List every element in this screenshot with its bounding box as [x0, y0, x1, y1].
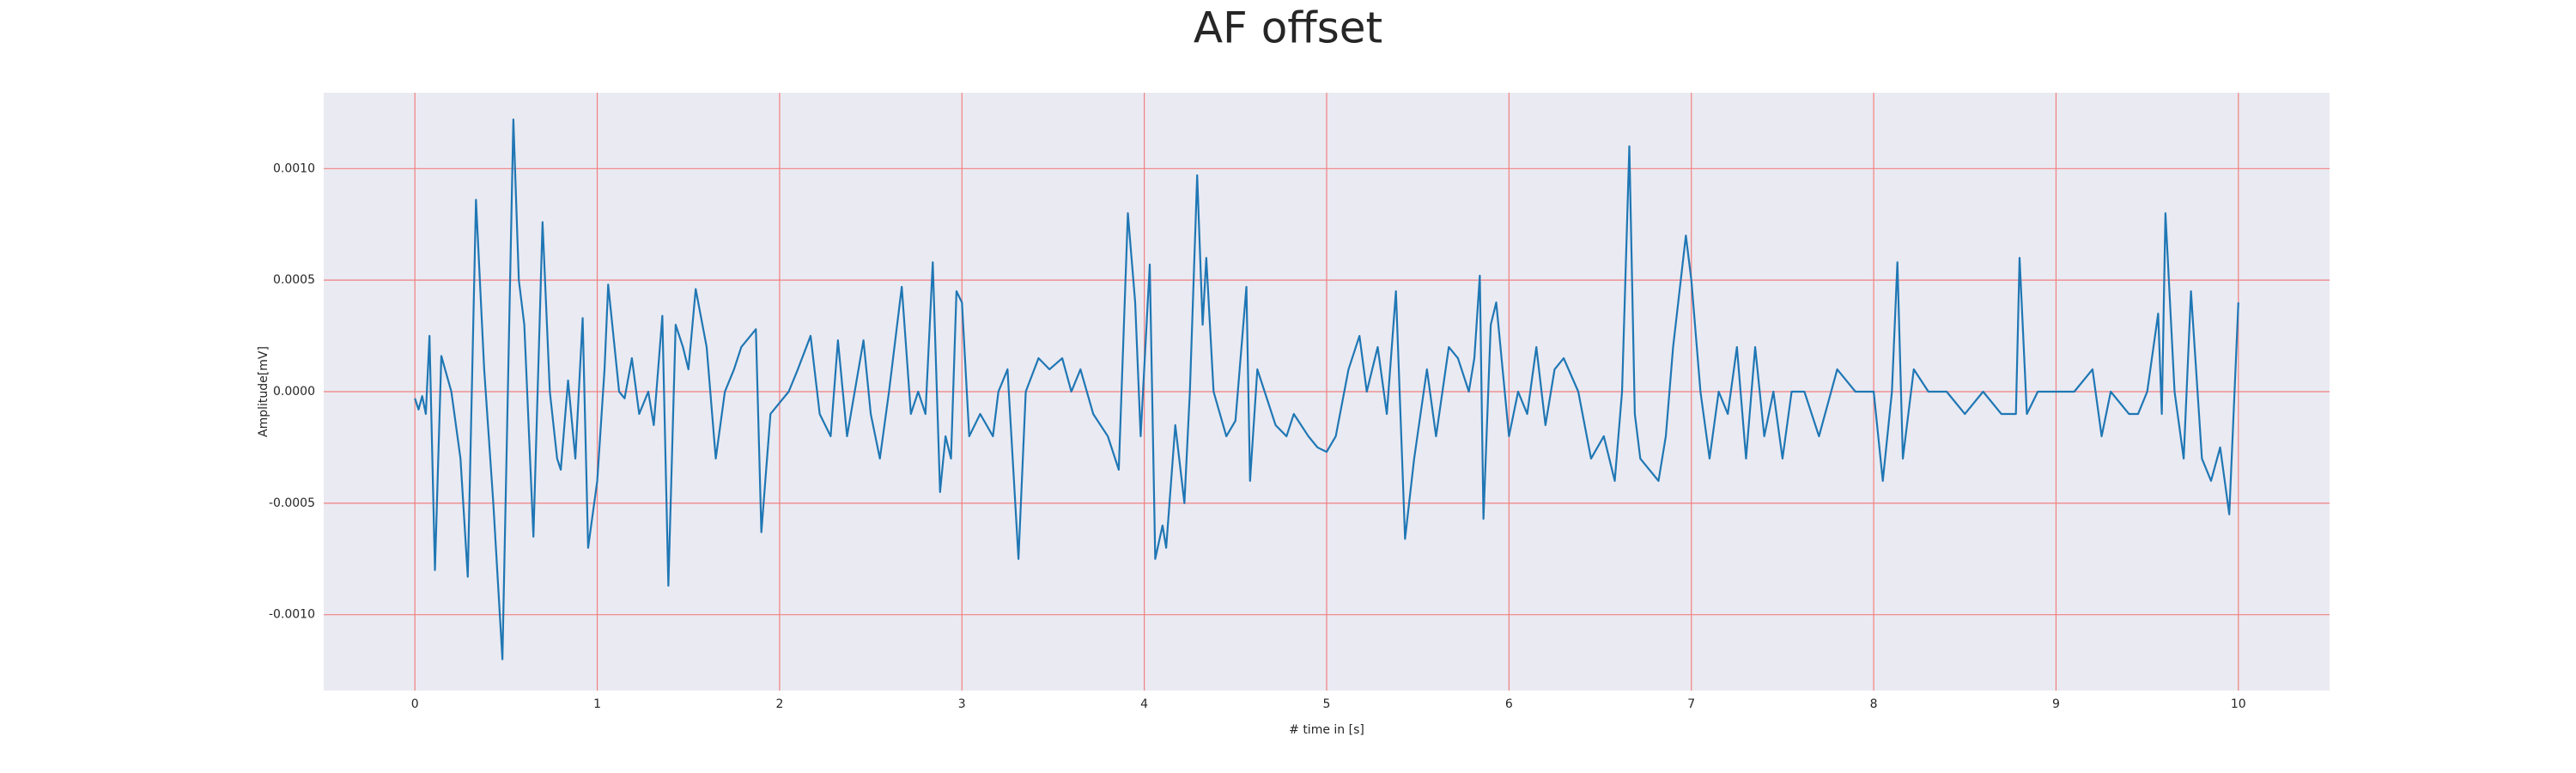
y-tick-label: 0.0000	[273, 385, 315, 399]
y-tick-label: 0.0010	[273, 161, 315, 175]
x-tick-label: 7	[1687, 697, 1695, 711]
x-tick-label: 8	[1870, 697, 1878, 711]
y-axis-label: Amplitude[mV]	[257, 346, 270, 437]
x-tick-label: 6	[1505, 697, 1513, 711]
x-tick-label: 1	[593, 697, 601, 711]
data-line	[414, 119, 2239, 660]
y-tick-label: 0.0005	[273, 273, 315, 287]
x-tick-label: 3	[958, 697, 966, 711]
x-tick-label: 2	[775, 697, 783, 711]
y-tick-label: -0.0010	[269, 608, 315, 622]
x-tick-label: 0	[411, 697, 419, 711]
x-tick-label: 10	[2231, 697, 2246, 711]
x-tick-label: 9	[2052, 697, 2060, 711]
x-tick-label: 5	[1323, 697, 1331, 711]
y-tick-label: -0.0005	[269, 496, 315, 510]
chart-title: AF offset	[1194, 3, 1382, 53]
x-tick-label: 4	[1140, 697, 1148, 711]
x-axis-label: # time in [s]	[1289, 723, 1364, 737]
